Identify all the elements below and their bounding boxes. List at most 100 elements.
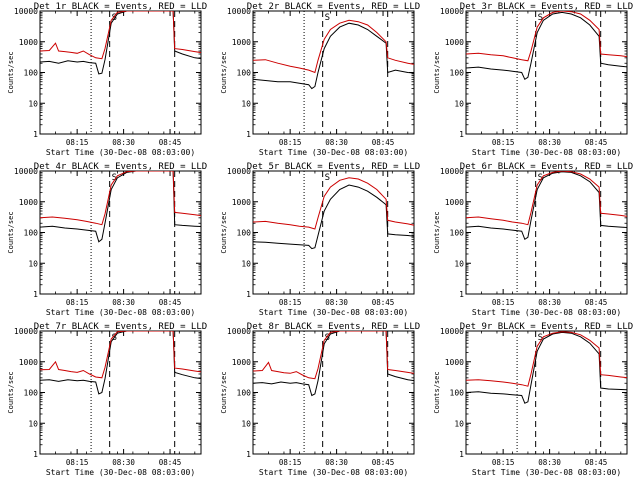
- y-axis-label: Counts/sec: [433, 211, 441, 253]
- chart-panel-4: Det 4r BLACK = Events, RED = LLD Counts/s…: [7, 162, 207, 317]
- x-axis-label: Start Time (30-Dec-08 08:03:00): [259, 148, 408, 157]
- chart-panel-9: Det 9r BLACK = Events, RED = LLD Counts/s…: [433, 322, 633, 477]
- y-tick-label: 1: [33, 290, 38, 299]
- series-line-events: [253, 184, 414, 250]
- chart-panel-3: Det 3r BLACK = Events, RED = LLD Counts/s…: [433, 2, 633, 157]
- y-tick-label: 1000: [19, 358, 38, 367]
- data-series-group: [253, 331, 414, 397]
- plot-frame: [252, 170, 415, 295]
- series-line-lld: [466, 171, 627, 226]
- data-series-group: [466, 331, 627, 404]
- x-tick-label: 08:30: [325, 458, 348, 467]
- data-series-group: [40, 331, 201, 395]
- y-tick-label: 10000: [440, 7, 464, 16]
- chart-title: Det 4r BLACK = Events, RED = LLD: [34, 162, 207, 172]
- x-tick-label: 08:30: [325, 138, 348, 147]
- x-tick-label: 08:30: [112, 138, 135, 147]
- y-tick-label: 10000: [14, 167, 38, 176]
- x-tick-label: 08:15: [279, 138, 302, 147]
- plot-frame: [39, 330, 202, 455]
- y-tick-label: 10000: [440, 327, 464, 336]
- data-series-group: [253, 19, 414, 90]
- y-tick-label: 100: [237, 229, 252, 238]
- x-tick-label: 08:30: [112, 458, 135, 467]
- y-axis-label: Counts/sec: [220, 51, 228, 93]
- x-tick-label: 08:15: [66, 458, 89, 467]
- plot-frame: [252, 10, 415, 135]
- x-tick-label: 08:45: [585, 298, 608, 307]
- y-tick-label: 1000: [19, 198, 38, 207]
- x-tick-label: 08:45: [585, 458, 608, 467]
- y-tick-label: 10: [241, 99, 251, 108]
- y-tick-label: 100: [450, 389, 465, 398]
- series-line-events: [40, 171, 201, 243]
- chart-title: Det 7r BLACK = Events, RED = LLD: [34, 322, 207, 332]
- x-tick-label: 08:15: [66, 138, 89, 147]
- plot-frame: [465, 10, 628, 135]
- y-tick-label: 10000: [227, 327, 251, 336]
- data-series-group: [466, 171, 627, 241]
- x-tick-label: 08:45: [372, 298, 395, 307]
- series-line-events: [466, 331, 627, 404]
- y-tick-label: 100: [450, 229, 465, 238]
- plot-frame: [39, 170, 202, 295]
- y-tick-label: 100: [24, 389, 39, 398]
- plot-frame: [39, 10, 202, 135]
- chart-title: Det 9r BLACK = Events, RED = LLD: [460, 322, 633, 332]
- y-tick-label: 100: [450, 69, 465, 78]
- y-tick-label: 100: [237, 69, 252, 78]
- x-tick-label: 08:45: [159, 298, 182, 307]
- y-tick-label: 10: [454, 419, 464, 428]
- y-tick-label: 1000: [19, 38, 38, 47]
- y-tick-label: 1000: [232, 38, 251, 47]
- x-axis-label: Start Time (30-Dec-08 08:03:00): [46, 308, 195, 317]
- y-tick-label: 1000: [445, 198, 464, 207]
- data-series-group: [466, 11, 627, 81]
- y-axis-label: Counts/sec: [7, 371, 15, 413]
- y-tick-label: 10: [454, 259, 464, 268]
- x-axis-label: Start Time (30-Dec-08 08:03:00): [46, 148, 195, 157]
- chart-title: Det 6r BLACK = Events, RED = LLD: [460, 162, 633, 172]
- time-marker-label: S: [112, 173, 117, 183]
- y-tick-label: 100: [237, 389, 252, 398]
- chart-panel-7: Det 7r BLACK = Events, RED = LLD Counts/s…: [7, 322, 207, 477]
- x-axis-label: Start Time (30-Dec-08 08:03:00): [472, 148, 621, 157]
- x-tick-label: 08:15: [279, 458, 302, 467]
- chart-title: Det 3r BLACK = Events, RED = LLD: [460, 2, 633, 12]
- series-line-lld: [466, 331, 627, 387]
- series-line-lld: [40, 11, 201, 60]
- y-tick-label: 1000: [445, 358, 464, 367]
- x-tick-label: 08:30: [325, 298, 348, 307]
- y-tick-label: 1: [33, 130, 38, 139]
- y-tick-label: 10: [28, 419, 38, 428]
- x-tick-label: 08:45: [159, 458, 182, 467]
- plot-frame: [465, 170, 628, 295]
- plot-frame: [465, 330, 628, 455]
- x-tick-label: 08:15: [492, 458, 515, 467]
- series-line-lld: [253, 19, 414, 74]
- x-axis-label: Start Time (30-Dec-08 08:03:00): [259, 308, 408, 317]
- x-tick-label: 08:45: [159, 138, 182, 147]
- y-tick-label: 1000: [232, 358, 251, 367]
- y-tick-label: 10: [454, 99, 464, 108]
- x-tick-label: 08:45: [372, 458, 395, 467]
- y-tick-label: 1: [459, 290, 464, 299]
- chart-panel-6: Det 6r BLACK = Events, RED = LLD Counts/s…: [433, 162, 633, 317]
- x-tick-label: 08:15: [492, 138, 515, 147]
- chart-title: Det 2r BLACK = Events, RED = LLD: [247, 2, 420, 12]
- y-tick-label: 10: [28, 259, 38, 268]
- chart-title: Det 8r BLACK = Events, RED = LLD: [247, 322, 420, 332]
- y-tick-label: 100: [24, 69, 39, 78]
- data-series-group: [40, 171, 201, 243]
- chart-title: Det 1r BLACK = Events, RED = LLD: [34, 2, 207, 12]
- x-axis-label: Start Time (30-Dec-08 08:03:00): [259, 468, 408, 477]
- chart-panel-2: Det 2r BLACK = Events, RED = LLD Counts/s…: [220, 2, 420, 157]
- y-axis-label: Counts/sec: [7, 211, 15, 253]
- series-line-lld: [253, 177, 414, 230]
- y-tick-label: 1: [33, 450, 38, 459]
- x-tick-label: 08:15: [66, 298, 89, 307]
- y-tick-label: 10000: [14, 7, 38, 16]
- y-tick-label: 10000: [227, 167, 251, 176]
- chart-panel-5: Det 5r BLACK = Events, RED = LLD Counts/s…: [220, 162, 420, 317]
- y-axis-label: Counts/sec: [433, 51, 441, 93]
